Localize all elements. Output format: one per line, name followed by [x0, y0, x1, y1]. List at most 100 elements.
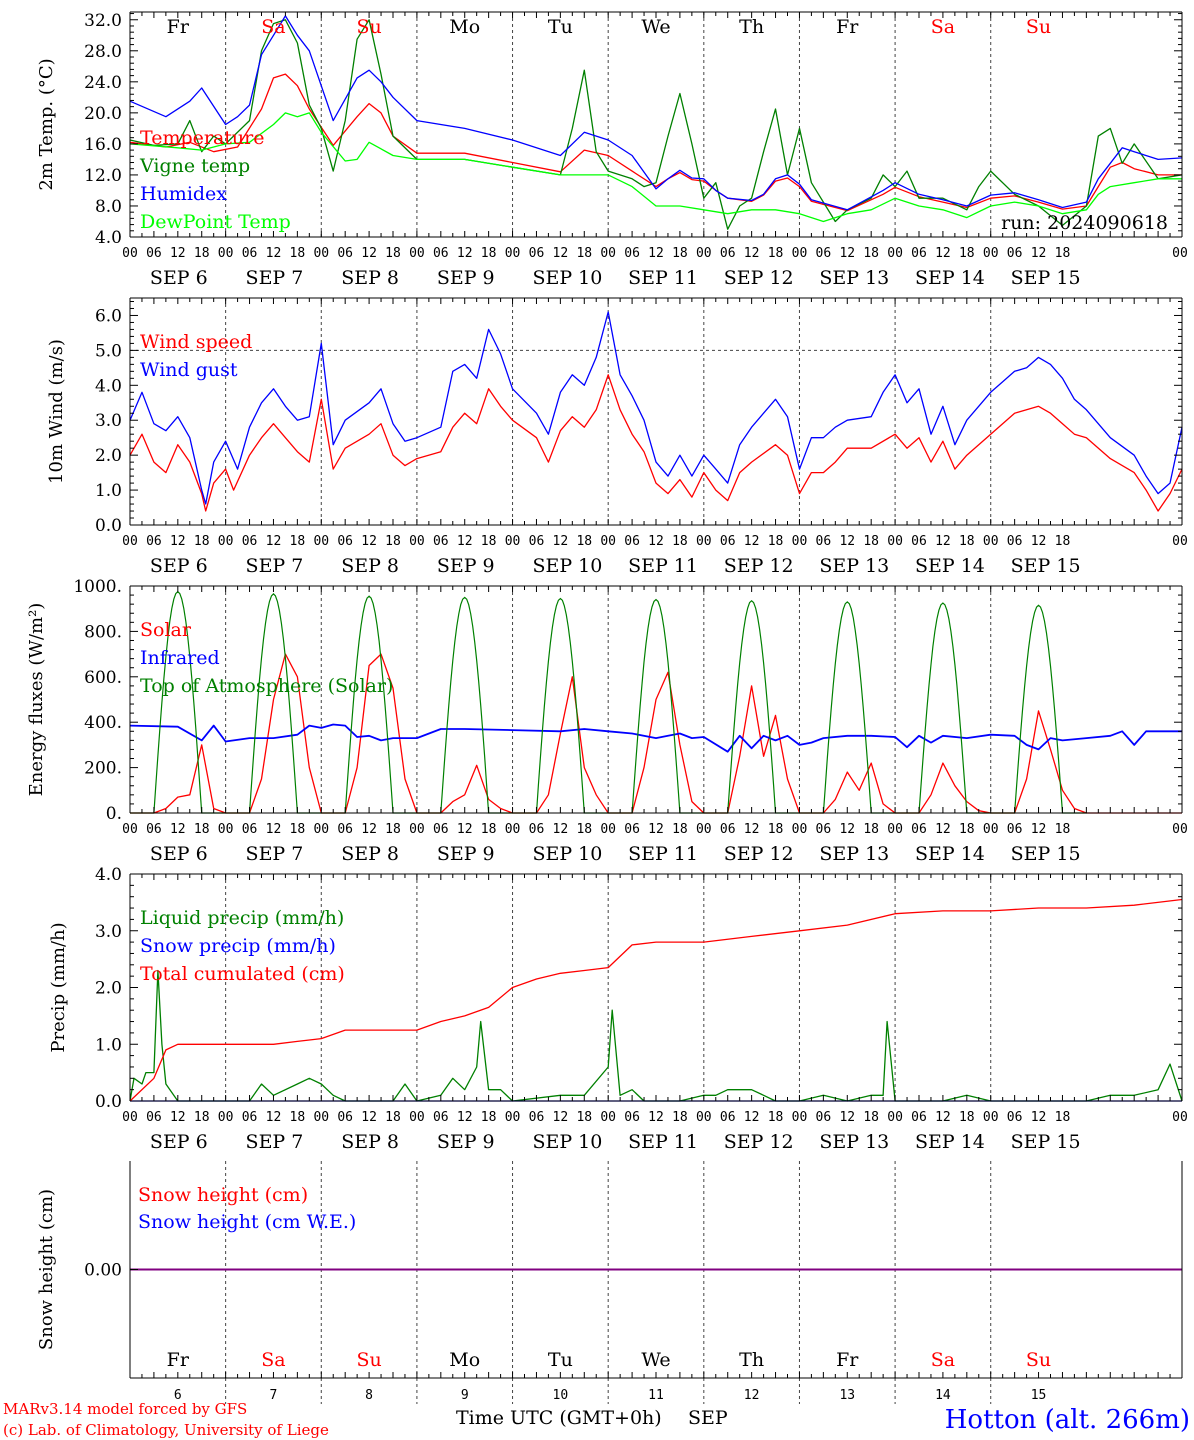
- x-hour-label: 18: [863, 246, 879, 261]
- x-hour-label: 00: [600, 822, 616, 837]
- x-hour-label: 12: [361, 822, 377, 837]
- legend-label: Snow height (cm): [138, 1184, 308, 1206]
- x-hour-label: 06: [242, 246, 258, 261]
- x-hour-label: 12: [266, 246, 282, 261]
- x-date-label: SEP 15: [1011, 555, 1081, 577]
- x-hour-label: 18: [768, 246, 784, 261]
- x-hour-label: 00: [696, 1110, 712, 1125]
- x-hour-label: 18: [194, 246, 210, 261]
- x-date-label: SEP 11: [628, 1131, 698, 1153]
- x-hour-label: 06: [624, 822, 640, 837]
- legend-label: Top of Atmosphere (Solar): [140, 675, 393, 697]
- x-date-label: SEP 7: [246, 843, 304, 865]
- x-hour-label: 00: [1172, 534, 1188, 549]
- y-tick-label: 0.: [106, 804, 122, 824]
- day-number-label: 7: [270, 1388, 278, 1403]
- x-hour-label: 18: [481, 1110, 497, 1125]
- x-hour-label: 12: [839, 246, 855, 261]
- x-hour-label: 18: [385, 534, 401, 549]
- y-tick-label: 1.0: [95, 481, 122, 501]
- x-hour-label: 06: [433, 1110, 449, 1125]
- x-date-label: SEP 13: [819, 1131, 889, 1153]
- x-hour-label: 12: [1031, 1110, 1047, 1125]
- x-date-label: SEP 12: [724, 843, 794, 865]
- legend-label: Total cumulated (cm): [140, 963, 345, 985]
- x-hour-label: 00: [983, 246, 999, 261]
- y-axis-title: Energy fluxes (W/m²): [26, 603, 47, 797]
- x-hour-label: 06: [242, 822, 258, 837]
- x-hour-label: 12: [648, 534, 664, 549]
- x-date-label: SEP 11: [628, 843, 698, 865]
- x-hour-label: 12: [648, 822, 664, 837]
- x-hour-label: 18: [863, 822, 879, 837]
- day-number-label: 11: [648, 1388, 664, 1403]
- x-hour-label: 06: [529, 1110, 545, 1125]
- x-date-label: SEP 7: [246, 267, 304, 289]
- x-hour-label: 18: [481, 822, 497, 837]
- y-tick-label: 0.0: [95, 516, 122, 536]
- x-hour-label: 00: [1172, 1110, 1188, 1125]
- series-line: [129, 112, 1182, 223]
- x-hour-label: 00: [409, 534, 425, 549]
- x-hour-label: 00: [122, 1110, 138, 1125]
- day-name-label: Fr: [167, 16, 190, 38]
- run-annotation: run: 2024090618: [1001, 212, 1168, 234]
- x-date-label: SEP 14: [915, 555, 985, 577]
- x-hour-label: 06: [146, 246, 162, 261]
- legend-label: Wind speed: [140, 331, 252, 353]
- x-hour-label: 18: [768, 534, 784, 549]
- y-tick-label: 400.: [84, 713, 122, 733]
- x-date-label: SEP 10: [532, 555, 602, 577]
- x-hour-label: 00: [696, 246, 712, 261]
- x-date-label: SEP 6: [150, 1131, 208, 1153]
- x-hour-label: 12: [361, 1110, 377, 1125]
- x-date-label: SEP 11: [628, 555, 698, 577]
- x-date-label: SEP 13: [819, 267, 889, 289]
- x-hour-label: 00: [600, 246, 616, 261]
- x-hour-label: 00: [696, 534, 712, 549]
- x-date-label: SEP 7: [246, 555, 304, 577]
- x-hour-label: 06: [529, 534, 545, 549]
- x-hour-label: 06: [433, 246, 449, 261]
- footer-model-credit: MARv3.14 model forced by GFS: [3, 1400, 247, 1418]
- day-number-label: 15: [1031, 1388, 1047, 1403]
- x-date-label: SEP 6: [150, 267, 208, 289]
- x-date-label: SEP 7: [246, 1131, 304, 1153]
- y-tick-label: 3.0: [95, 922, 122, 942]
- day-name-label: Sa: [261, 16, 285, 38]
- x-hour-label: 18: [959, 1110, 975, 1125]
- x-hour-label: 18: [672, 822, 688, 837]
- day-name-label: Su: [1026, 16, 1051, 38]
- x-date-label: SEP 9: [437, 267, 495, 289]
- day-name-label: Th: [739, 1349, 764, 1371]
- x-hour-label: 00: [983, 1110, 999, 1125]
- legend-label: DewPoint Temp: [140, 211, 291, 233]
- x-hour-label: 18: [576, 822, 592, 837]
- x-hour-label: 12: [935, 1110, 951, 1125]
- x-hour-label: 12: [457, 246, 473, 261]
- x-hour-label: 18: [481, 534, 497, 549]
- x-hour-label: 18: [672, 1110, 688, 1125]
- x-hour-label: 06: [720, 534, 736, 549]
- x-hour-label: 18: [290, 246, 306, 261]
- x-hour-label: 06: [1007, 1110, 1023, 1125]
- labels-layer: 4.0 8.0 12.0 16.0 20.0 24.0 28.0 32.0 2m Temp. (…: [26, 11, 1188, 1403]
- x-date-label: SEP 10: [532, 843, 602, 865]
- x-hour-label: 00: [218, 1110, 234, 1125]
- x-hour-label: 12: [648, 246, 664, 261]
- series-line: [129, 311, 1183, 505]
- x-hour-label: 12: [266, 534, 282, 549]
- legend-label: Infrared: [140, 647, 220, 669]
- day-number-label: 9: [461, 1388, 469, 1403]
- x-hour-label: 18: [1055, 1110, 1071, 1125]
- x-hour-label: 12: [839, 1110, 855, 1125]
- x-hour-label: 18: [576, 534, 592, 549]
- x-hour-label: 00: [313, 534, 329, 549]
- x-hour-label: 06: [1007, 246, 1023, 261]
- x-date-label: SEP 12: [724, 267, 794, 289]
- day-number-label: 14: [935, 1388, 951, 1403]
- series-layer: [129, 15, 1183, 1271]
- x-hour-label: 00: [218, 246, 234, 261]
- legend-label: Humidex: [140, 183, 227, 205]
- x-hour-label: 00: [792, 534, 808, 549]
